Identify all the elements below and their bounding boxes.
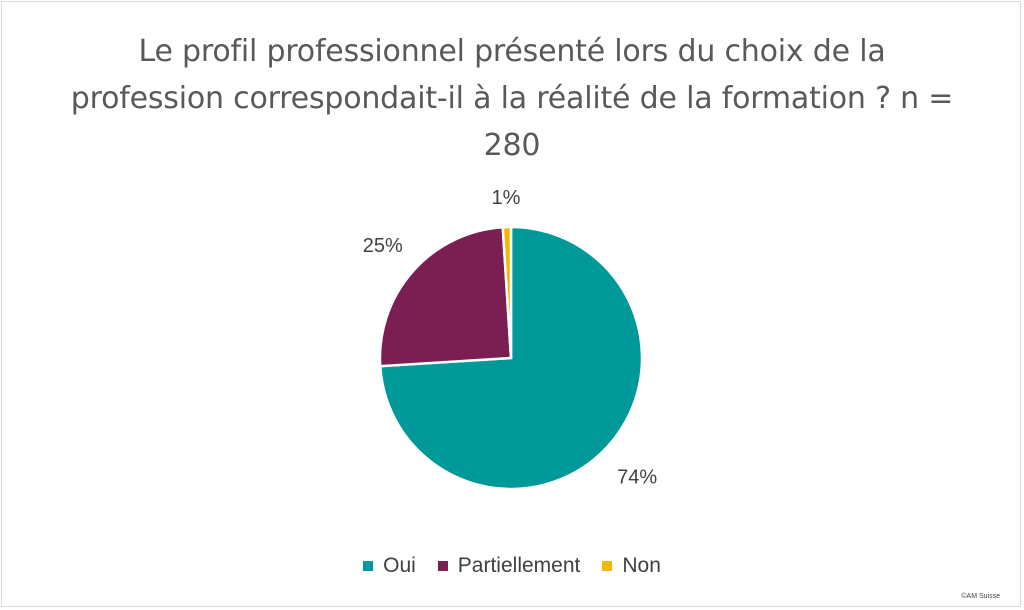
pie-slice-non bbox=[501, 225, 513, 359]
data-label-oui: 74% bbox=[617, 466, 657, 488]
legend-label: Oui bbox=[383, 554, 416, 577]
chart-title: Le profil professionnel présenté lors du… bbox=[70, 34, 954, 163]
pie-slice-partiellement bbox=[378, 225, 513, 368]
legend-item-partiellement: Partiellement bbox=[437, 554, 581, 578]
legend-swatch bbox=[602, 561, 613, 571]
legend-swatch bbox=[363, 561, 374, 571]
legend-label: Non bbox=[622, 554, 661, 577]
data-label-non: 1% bbox=[491, 187, 520, 209]
credit-text: ©AM Suisse bbox=[961, 593, 1000, 600]
legend-item-oui: Oui bbox=[363, 554, 416, 578]
legend-item-non: Non bbox=[602, 554, 661, 578]
legend: Oui Partiellement Non bbox=[0, 554, 1024, 578]
legend-label: Partiellement bbox=[457, 554, 581, 577]
legend-swatch bbox=[437, 561, 448, 571]
data-label-partiellement: 25% bbox=[363, 235, 403, 257]
